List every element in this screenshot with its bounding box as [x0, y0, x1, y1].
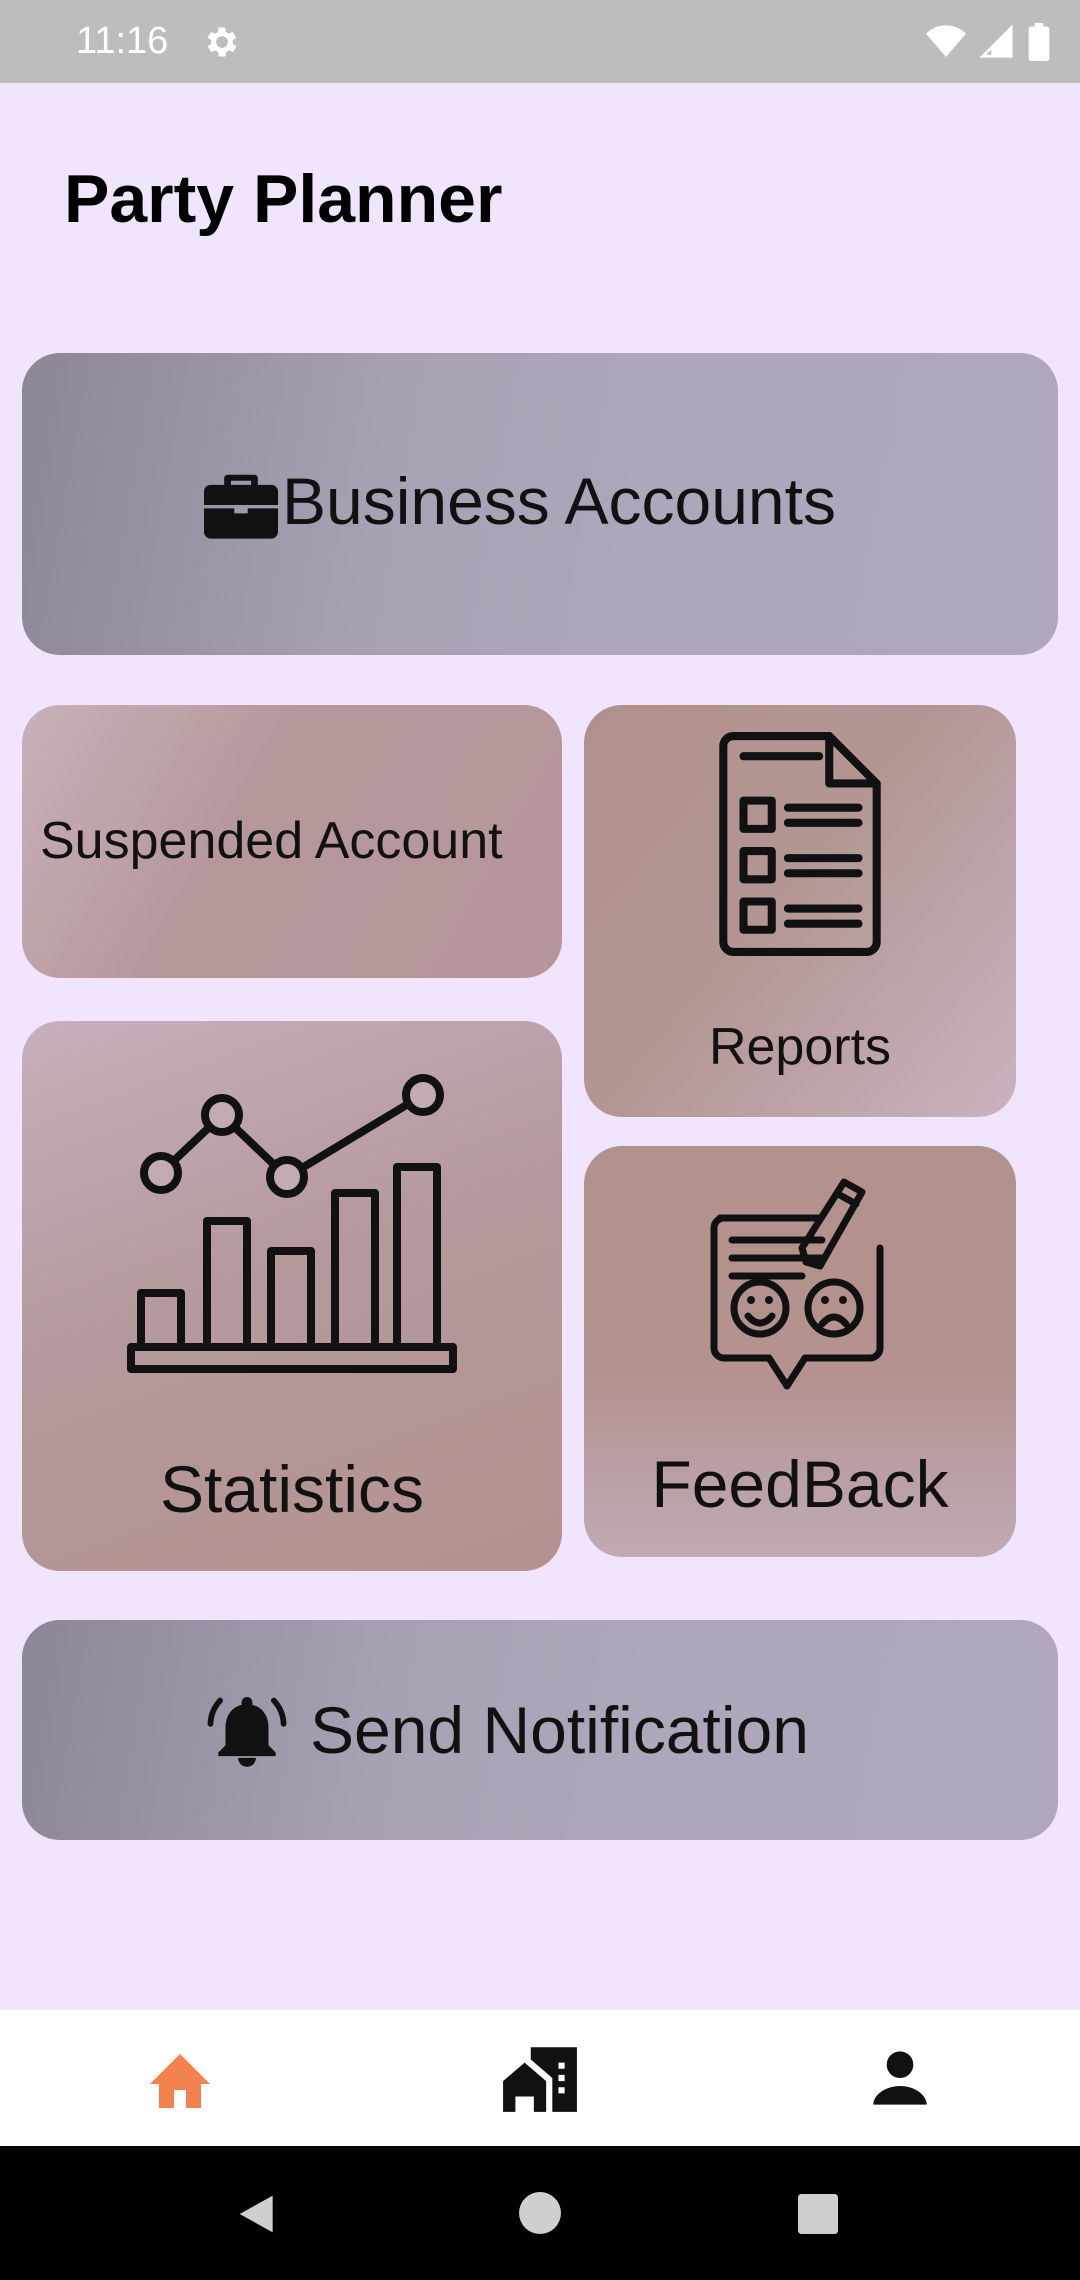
battery-icon: [1028, 23, 1050, 61]
home-circle-icon[interactable]: [519, 2192, 561, 2234]
cell-signal-icon: [980, 25, 1013, 58]
nav-home[interactable]: [0, 2010, 360, 2146]
feedback-label: FeedBack: [651, 1447, 949, 1521]
person-icon: [873, 2051, 927, 2105]
settings-gear-icon: [207, 27, 237, 57]
bottom-navigation: [0, 2010, 1080, 2146]
status-bar: 11:16: [0, 0, 1080, 83]
send-notification-label: Send Notification: [310, 1693, 809, 1767]
statistics-label: Statistics: [159, 1452, 425, 1526]
notification-bell-icon: [207, 1696, 287, 1767]
page-title: Party Planner: [64, 161, 503, 237]
nav-buildings[interactable]: [360, 2010, 720, 2146]
suspended-account-button[interactable]: Suspended Account: [22, 705, 562, 978]
system-navigation-bar: [0, 2146, 1080, 2280]
wifi-icon: [926, 25, 966, 57]
statistics-chart-icon: [127, 1074, 457, 1373]
feedback-button[interactable]: FeedBack: [584, 1146, 1016, 1557]
nav-profile[interactable]: [720, 2010, 1080, 2146]
statistics-button[interactable]: Statistics: [22, 1021, 562, 1571]
home-icon: [150, 2054, 210, 2108]
feedback-icon: [710, 1178, 884, 1390]
suspended-account-label: Suspended Account: [40, 812, 503, 870]
send-notification-button[interactable]: Send Notification: [22, 1620, 1058, 1840]
briefcase-icon: [204, 474, 278, 539]
business-accounts-button[interactable]: Business Accounts: [22, 353, 1058, 655]
business-accounts-label: Business Accounts: [282, 464, 836, 538]
reports-label: Reports: [708, 1018, 892, 1076]
status-time: 11:16: [76, 20, 169, 62]
recents-square-icon[interactable]: [798, 2194, 838, 2234]
reports-button[interactable]: Reports: [584, 705, 1016, 1117]
back-icon[interactable]: [236, 2192, 280, 2236]
report-document-icon: [719, 732, 881, 956]
buildings-icon: [503, 2047, 577, 2112]
